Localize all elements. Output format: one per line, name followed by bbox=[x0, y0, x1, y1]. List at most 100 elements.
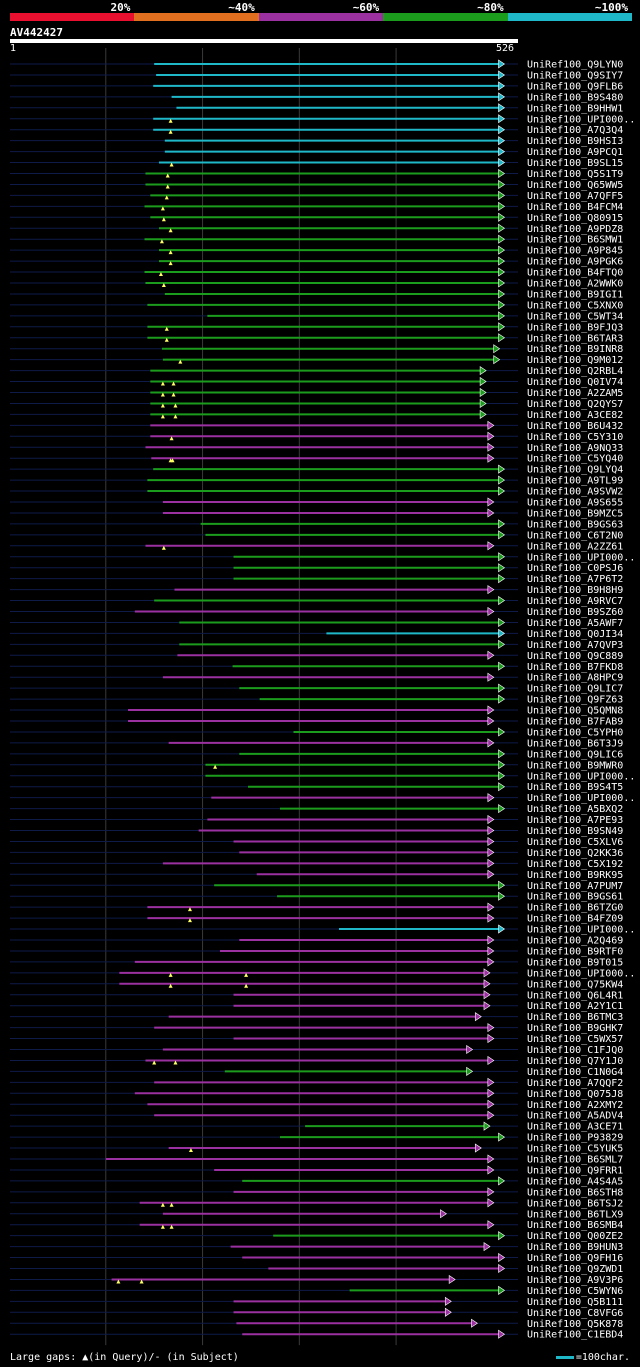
hit-label[interactable]: UniRef100_Q75KW4 bbox=[527, 979, 623, 990]
hit-label[interactable]: UniRef100_B6U432 bbox=[527, 421, 623, 432]
hit-label[interactable]: UniRef100_Q80915 bbox=[527, 213, 623, 224]
hit-label[interactable]: UniRef100_C5Y310 bbox=[527, 432, 623, 443]
hit-label[interactable]: UniRef100_Q00ZE2 bbox=[527, 1231, 623, 1242]
hit-label[interactable]: UniRef100_UPI000.. bbox=[527, 771, 635, 782]
hit-label[interactable]: UniRef100_C5YPH0 bbox=[527, 727, 623, 738]
hit-label[interactable]: UniRef100_Q2KK36 bbox=[527, 848, 623, 859]
hit-label[interactable]: UniRef100_A8HPC9 bbox=[527, 673, 623, 684]
hit-label[interactable]: UniRef100_B9MWR0 bbox=[527, 760, 623, 771]
hit-label[interactable]: UniRef100_A2ZAM5 bbox=[527, 388, 623, 399]
hit-label[interactable]: UniRef100_Q9ZWD1 bbox=[527, 1264, 623, 1275]
hit-label[interactable]: UniRef100_Q9LYQ4 bbox=[527, 465, 623, 476]
hit-label[interactable]: UniRef100_C1N0G4 bbox=[527, 1067, 623, 1078]
hit-label[interactable]: UniRef100_B9FJQ3 bbox=[527, 322, 623, 333]
hit-label[interactable]: UniRef100_A5BXQ2 bbox=[527, 804, 623, 815]
hit-label[interactable]: UniRef100_B6TMC3 bbox=[527, 1012, 623, 1023]
hit-label[interactable]: UniRef100_A9S655 bbox=[527, 498, 623, 509]
hit-label[interactable]: UniRef100_B9T015 bbox=[527, 957, 623, 968]
hit-label[interactable]: UniRef100_A9PGK6 bbox=[527, 257, 623, 268]
hit-label[interactable]: UniRef100_Q0IV74 bbox=[527, 377, 623, 388]
hit-label[interactable]: UniRef100_A7QVP3 bbox=[527, 640, 623, 651]
hit-label[interactable]: UniRef100_A7PUM7 bbox=[527, 881, 623, 892]
hit-label[interactable]: UniRef100_Q65WW5 bbox=[527, 180, 623, 191]
hit-label[interactable]: UniRef100_B9RTF0 bbox=[527, 946, 623, 957]
hit-label[interactable]: UniRef100_B4FTQ0 bbox=[527, 268, 623, 279]
hit-label[interactable]: UniRef100_C5YUK5 bbox=[527, 1144, 623, 1155]
hit-label[interactable]: UniRef100_B4FZ09 bbox=[527, 914, 623, 925]
hit-label[interactable]: UniRef100_B6TZG0 bbox=[527, 903, 623, 914]
hit-label[interactable]: UniRef100_Q0JI34 bbox=[527, 629, 623, 640]
hit-label[interactable]: UniRef100_A2ZZ61 bbox=[527, 541, 623, 552]
hit-label[interactable]: UniRef100_A2Q469 bbox=[527, 936, 623, 947]
hit-label[interactable]: UniRef100_B9GS63 bbox=[527, 519, 623, 530]
hit-label[interactable]: UniRef100_UPI000.. bbox=[527, 552, 635, 563]
hit-label[interactable]: UniRef100_C1EBD4 bbox=[527, 1330, 623, 1341]
hit-label[interactable]: UniRef100_Q075J8 bbox=[527, 1089, 623, 1100]
hit-label[interactable]: UniRef100_A4S4A5 bbox=[527, 1176, 623, 1187]
hit-label[interactable]: UniRef100_B9H8H9 bbox=[527, 585, 623, 596]
hit-label[interactable]: UniRef100_B9HSI3 bbox=[527, 136, 623, 147]
hit-label[interactable]: UniRef100_C5WX57 bbox=[527, 1034, 623, 1045]
hit-label[interactable]: UniRef100_A9V3P6 bbox=[527, 1275, 623, 1286]
hit-label[interactable]: UniRef100_UPI000.. bbox=[527, 968, 635, 979]
hit-label[interactable]: UniRef100_A5ADV4 bbox=[527, 1111, 623, 1122]
hit-label[interactable]: UniRef100_UPI000.. bbox=[527, 925, 635, 936]
hit-label[interactable]: UniRef100_Q5B111 bbox=[527, 1297, 623, 1308]
hit-label[interactable]: UniRef100_A9PDZ8 bbox=[527, 224, 623, 235]
hit-label[interactable]: UniRef100_P93829 bbox=[527, 1133, 623, 1144]
hit-label[interactable]: UniRef100_A5AWF7 bbox=[527, 618, 623, 629]
hit-label[interactable]: UniRef100_A9PCQ1 bbox=[527, 147, 623, 158]
hit-label[interactable]: UniRef100_UPI000.. bbox=[527, 793, 635, 804]
hit-label[interactable]: UniRef100_Q9FH16 bbox=[527, 1253, 623, 1264]
hit-label[interactable]: UniRef100_Q9SIY7 bbox=[527, 70, 623, 81]
hit-label[interactable]: UniRef100_B4FCM4 bbox=[527, 202, 623, 213]
hit-label[interactable]: UniRef100_B9INR8 bbox=[527, 344, 623, 355]
hit-label[interactable]: UniRef100_C5WT34 bbox=[527, 311, 623, 322]
hit-label[interactable]: UniRef100_B9GS61 bbox=[527, 892, 623, 903]
hit-label[interactable]: UniRef100_C5YQ40 bbox=[527, 454, 623, 465]
hit-label[interactable]: UniRef100_B9GHK7 bbox=[527, 1023, 623, 1034]
hit-label[interactable]: UniRef100_A9P845 bbox=[527, 246, 623, 257]
hit-label[interactable]: UniRef100_Q9FLB6 bbox=[527, 81, 623, 92]
hit-label[interactable]: UniRef100_C0PSJ6 bbox=[527, 563, 623, 574]
hit-label[interactable]: UniRef100_Q6L4R1 bbox=[527, 990, 623, 1001]
hit-label[interactable]: UniRef100_A3CE82 bbox=[527, 410, 623, 421]
hit-label[interactable]: UniRef100_UPI000.. bbox=[527, 114, 635, 125]
hit-label[interactable]: UniRef100_Q2RBL4 bbox=[527, 366, 623, 377]
hit-label[interactable]: UniRef100_B9SZ60 bbox=[527, 607, 623, 618]
hit-label[interactable]: UniRef100_B6TAR3 bbox=[527, 333, 623, 344]
hit-label[interactable]: UniRef100_C1FJQ0 bbox=[527, 1045, 623, 1056]
hit-label[interactable]: UniRef100_A7P6T2 bbox=[527, 574, 623, 585]
hit-label[interactable]: UniRef100_Q9FZ63 bbox=[527, 695, 623, 706]
hit-label[interactable]: UniRef100_B6TSJ2 bbox=[527, 1198, 623, 1209]
hit-label[interactable]: UniRef100_A7QQF2 bbox=[527, 1078, 623, 1089]
hit-label[interactable]: UniRef100_A2WWK0 bbox=[527, 279, 623, 290]
hit-label[interactable]: UniRef100_B9S4T5 bbox=[527, 782, 623, 793]
hit-label[interactable]: UniRef100_Q9C889 bbox=[527, 651, 623, 662]
hit-label[interactable]: UniRef100_C5XLV6 bbox=[527, 837, 623, 848]
hit-label[interactable]: UniRef100_Q5S1T9 bbox=[527, 169, 623, 180]
hit-label[interactable]: UniRef100_Q9FRR1 bbox=[527, 1165, 623, 1176]
hit-label[interactable]: UniRef100_B9HHW1 bbox=[527, 103, 623, 114]
hit-label[interactable]: UniRef100_Q9M012 bbox=[527, 355, 623, 366]
hit-label[interactable]: UniRef100_Q2QYS7 bbox=[527, 399, 623, 410]
hit-label[interactable]: UniRef100_B9SN49 bbox=[527, 826, 623, 837]
hit-label[interactable]: UniRef100_Q9LIC6 bbox=[527, 749, 623, 760]
hit-label[interactable]: UniRef100_B9IGI1 bbox=[527, 289, 623, 300]
hit-label[interactable]: UniRef100_B6T3J9 bbox=[527, 738, 623, 749]
hit-label[interactable]: UniRef100_A7PE93 bbox=[527, 815, 623, 826]
hit-label[interactable]: UniRef100_Q7Y1J0 bbox=[527, 1056, 623, 1067]
hit-label[interactable]: UniRef100_B6SMW1 bbox=[527, 235, 623, 246]
hit-label[interactable]: UniRef100_A2XMY2 bbox=[527, 1100, 623, 1111]
hit-label[interactable]: UniRef100_B7FKD8 bbox=[527, 662, 623, 673]
hit-label[interactable]: UniRef100_A9RVC7 bbox=[527, 596, 623, 607]
hit-label[interactable]: UniRef100_Q5QMN8 bbox=[527, 706, 623, 717]
hit-label[interactable]: UniRef100_A9SVW2 bbox=[527, 487, 623, 498]
hit-label[interactable]: UniRef100_B7FAB9 bbox=[527, 717, 623, 728]
hit-label[interactable]: UniRef100_Q5K878 bbox=[527, 1319, 623, 1330]
hit-label[interactable]: UniRef100_B9SL15 bbox=[527, 158, 623, 169]
hit-label[interactable]: UniRef100_A7QFF5 bbox=[527, 191, 623, 202]
hit-label[interactable]: UniRef100_A3CE71 bbox=[527, 1122, 623, 1133]
hit-label[interactable]: UniRef100_A7Q3Q4 bbox=[527, 125, 623, 136]
hit-label[interactable]: UniRef100_A2Y1C1 bbox=[527, 1001, 623, 1012]
